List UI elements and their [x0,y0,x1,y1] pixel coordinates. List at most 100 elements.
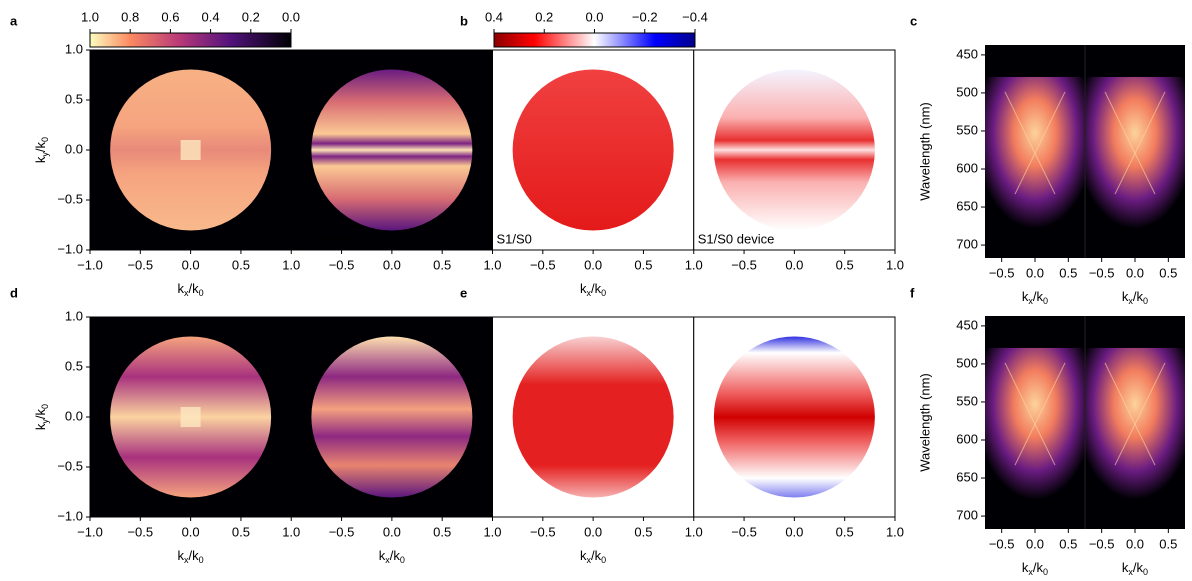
annotation: S1/S0 [497,231,532,246]
x-tick-label: 0.5 [634,257,652,272]
axis-label-text: k [1022,289,1029,304]
axis-label-text: /k [33,141,48,152]
colorbar-tick-label: 0.8 [121,9,139,24]
axis-label: Wavelength (nm) [917,373,932,472]
y-tick-label: −1.0 [57,508,83,523]
axis-label-text: k [580,281,587,296]
axis-label-text: /k [1033,560,1044,575]
y-tick-label: 650 [956,198,978,213]
annotation: s pol. [1150,48,1181,63]
colorbar-tick-label: 0.4 [485,9,503,24]
dispersion-image [1085,76,1185,237]
axis-label-text: k [178,548,185,563]
axis-label-subscript: x [184,288,189,298]
x-tick-label: 0.0 [785,257,803,272]
axis-label-subscript: x [1028,567,1033,577]
axis-label-subscript: 0 [1043,567,1048,577]
panel-letter: d [10,285,18,300]
axis-label-text: /k [189,548,200,563]
axis-label-subscript: 0 [601,555,606,565]
axis-label-text: k [1122,560,1129,575]
x-tick-label: −0.5 [1089,265,1115,280]
heatmap-spot [180,407,201,427]
x-tick-label: 0.0 [584,257,602,272]
y-tick-label: 600 [956,160,978,175]
x-tick-label: −0.5 [530,524,556,539]
colorbar-tick-label: 0.2 [242,9,260,24]
heatmap-image [512,336,674,498]
axis-label: kx/k0 [178,548,204,565]
x-tick-label: 1.0 [886,524,904,539]
axis-label-subscript: x [184,555,189,565]
x-tick-label: −1.0 [77,524,103,539]
x-tick-label: 0.0 [1126,265,1144,280]
axis-label-subscript: x [587,288,592,298]
x-tick-label: −0.5 [731,257,757,272]
panel-letter: c [910,13,917,28]
x-tick-label: 0.0 [182,257,200,272]
x-tick-label: 1.0 [483,257,501,272]
dispersion-image [985,347,1085,508]
y-tick-label: 550 [956,393,978,408]
axis-label-subscript: y [40,152,50,157]
axis-label-subscript: 0 [1143,296,1148,306]
y-tick-label: 0.0 [65,408,83,423]
axis-label-text: k [379,548,386,563]
annotation: s pol. [1150,319,1181,334]
annotation: S1/S0 device [698,231,775,246]
axis-label: kx/k0 [1122,289,1148,306]
colorbar-tick-label: 0.4 [202,9,220,24]
axis-label-text: /k [591,281,602,296]
y-tick-label: 700 [956,237,978,252]
annotation: p pol. [989,48,1021,63]
x-tick-label: 1.0 [483,524,501,539]
wavelength-label: 500 nm [94,320,137,335]
axis-label-subscript: x [1128,567,1133,577]
dispersion-branch [1104,362,1156,466]
x-tick-label: 0.5 [836,524,854,539]
x-tick-label: 0.5 [1059,265,1077,280]
annotation: PL [94,231,110,246]
x-tick-label: 0.0 [1026,265,1044,280]
panel-letter: f [910,285,915,300]
dispersion-branch [1014,91,1066,195]
heatmap-spot [180,140,201,160]
y-tick-label: 1.0 [65,308,83,323]
heatmap-image [512,69,674,231]
x-tick-label: −0.5 [989,536,1015,551]
panel-letter: b [460,13,468,28]
axis-label: kx/k0 [1122,560,1148,577]
dispersion-branch [1004,91,1056,195]
x-tick-label: −0.5 [530,257,556,272]
y-tick-label: −0.5 [57,458,83,473]
axis-label-text: /k [1033,289,1044,304]
axis-label: Wavelength (nm) [917,102,932,201]
axis-label-subscript: x [385,555,390,565]
x-tick-label: 0.0 [1126,536,1144,551]
x-tick-label: −0.5 [329,524,355,539]
axis-label-subscript: 0 [199,555,204,565]
axis-label-subscript: 0 [199,288,204,298]
panel-letter: a [10,13,18,28]
axis-label: ky/k0 [33,404,50,430]
x-tick-label: 0.5 [433,257,451,272]
axis-label-text: k [33,156,48,163]
axis-label-text: /k [1133,560,1144,575]
axis-label: kx/k0 [580,548,606,565]
colorbar [493,32,696,48]
axis-label: kx/k0 [178,281,204,298]
axis-label-subscript: 0 [400,555,405,565]
axis-label: kx/k0 [1022,289,1048,306]
axis-label-text: k [1122,289,1129,304]
y-tick-label: −1.0 [57,241,83,256]
axis-label: kx/k0 [580,281,606,298]
y-tick-label: 600 [956,431,978,446]
heatmap-image [311,69,473,231]
x-tick-label: −0.5 [127,524,153,539]
wavelength-label: 400 nm [94,53,137,68]
axis-label-text: k [1022,560,1029,575]
x-tick-label: 0.0 [182,524,200,539]
axis-label-text: k [33,423,48,430]
axis-label-subscript: 0 [40,404,50,409]
axis-label-subscript: 0 [1143,567,1148,577]
